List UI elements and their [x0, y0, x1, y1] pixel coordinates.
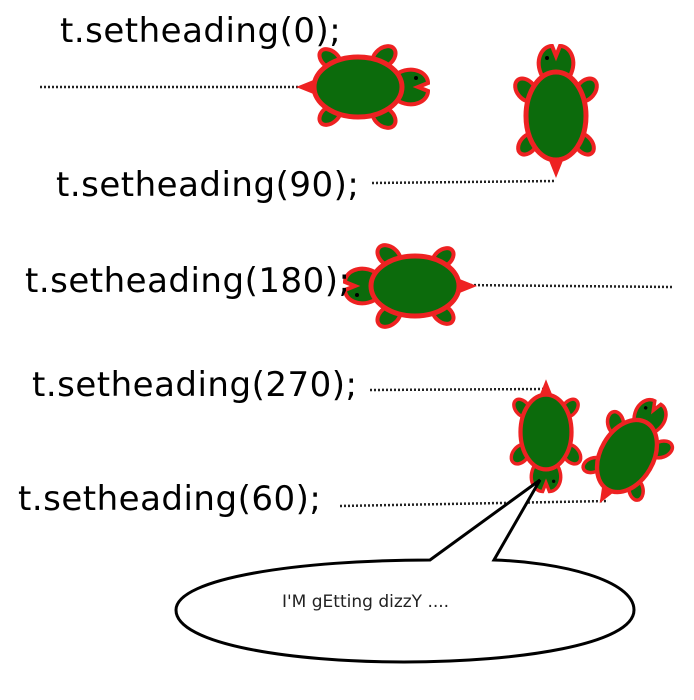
turtle-heading-270	[508, 379, 585, 491]
turtle-heading-0	[296, 42, 428, 133]
turtle-heading-90	[511, 46, 602, 178]
label-setheading-180: t.setheading(180);	[25, 261, 351, 301]
path-line-90	[371, 179, 557, 185]
label-setheading-0: t.setheading(0);	[60, 11, 342, 51]
label-setheading-60: t.setheading(60);	[18, 479, 322, 519]
path-line-180	[461, 283, 673, 289]
label-setheading-270: t.setheading(270);	[32, 365, 358, 405]
label-setheading-90: t.setheading(90);	[56, 165, 360, 205]
speech-bubble	[174, 478, 636, 664]
turtle-heading-180	[345, 241, 477, 332]
path-line-270	[369, 387, 549, 392]
path-line-60	[339, 499, 609, 508]
speech-bubble-text: I'M gEtting dizzY ....	[282, 592, 450, 612]
